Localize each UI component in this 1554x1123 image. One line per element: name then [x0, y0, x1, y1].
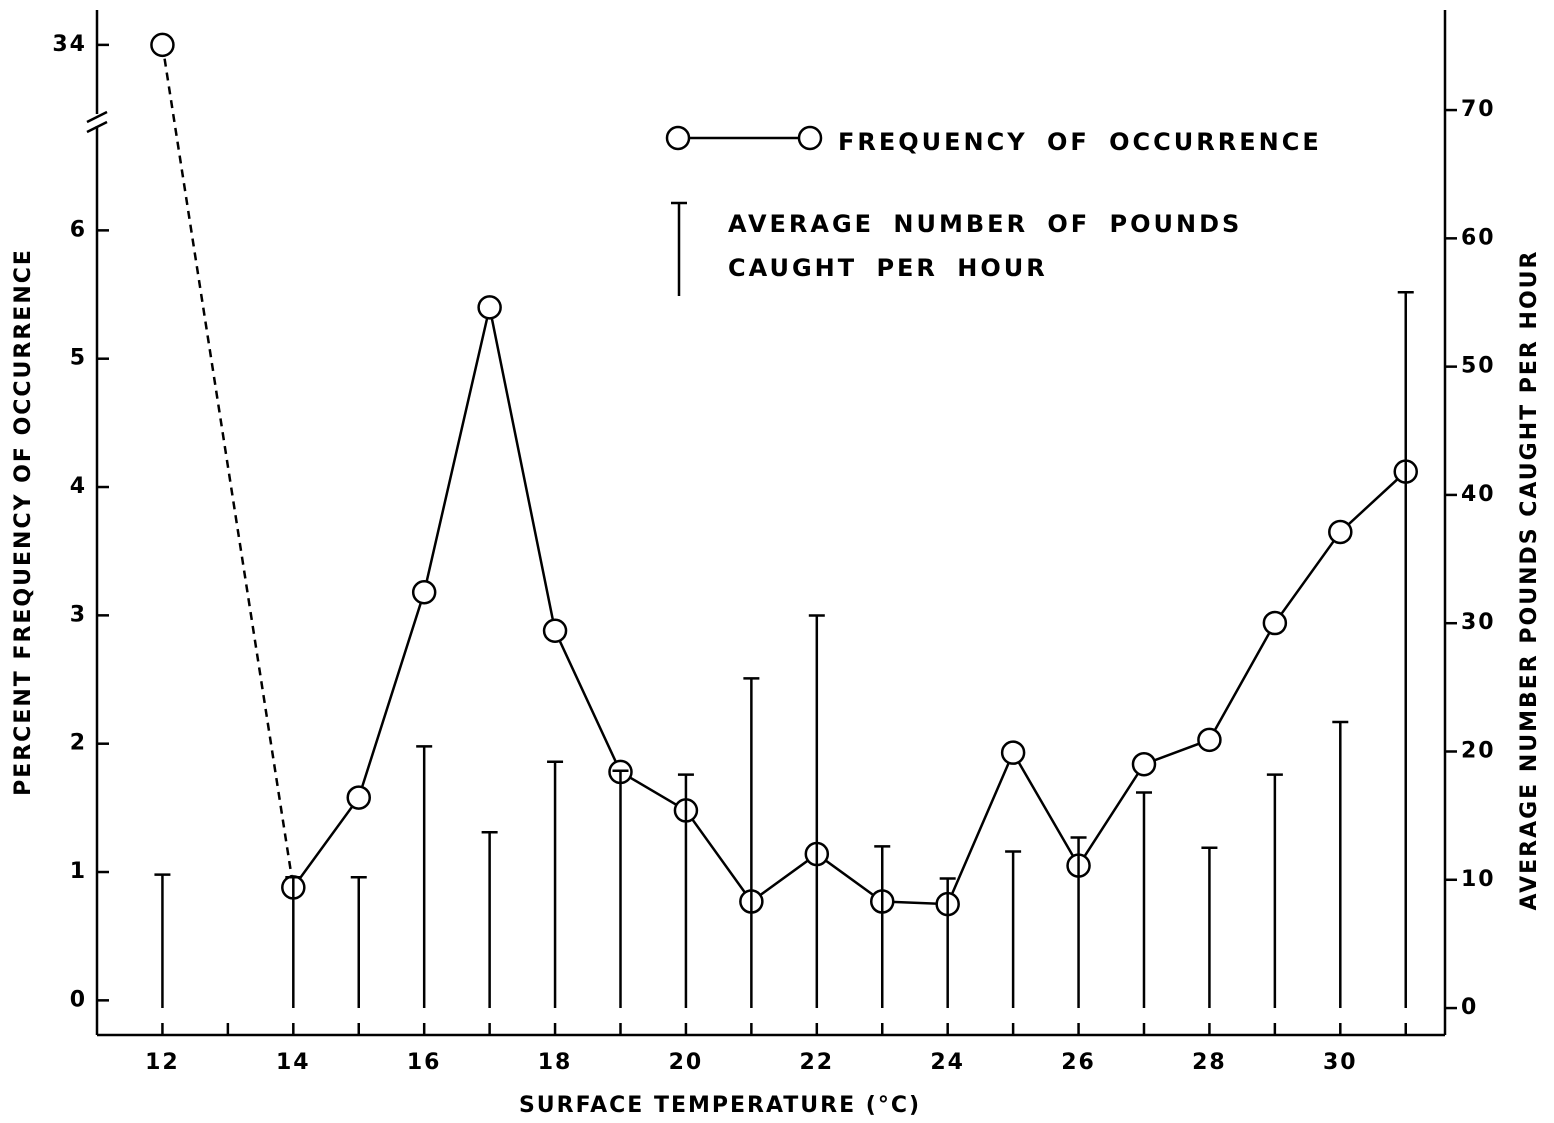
bar	[1332, 720, 1349, 1009]
x-tick-label: 30	[1323, 1050, 1358, 1075]
x-tick-label: 28	[1192, 1050, 1227, 1075]
axis-break	[86, 120, 108, 134]
y2-tick-label: 0	[1461, 995, 1478, 1020]
point	[1000, 740, 1026, 765]
legend-point	[665, 125, 691, 151]
line-dashed	[161, 44, 295, 888]
bar	[350, 875, 367, 1009]
bar	[416, 745, 433, 1009]
bar	[1135, 791, 1152, 1009]
point	[346, 785, 371, 810]
point	[1197, 727, 1222, 753]
y-axis-label: PERCENT FREQUENCY OF OCCURRENCE	[11, 248, 36, 796]
bar	[939, 877, 956, 1009]
x-tick-label: 16	[407, 1050, 442, 1075]
axis-break	[86, 110, 108, 124]
y-tick-label: 34	[52, 32, 87, 57]
bar	[1266, 773, 1283, 1009]
bar	[1397, 290, 1414, 1009]
bar	[547, 760, 564, 1009]
point	[1328, 519, 1353, 545]
y-tick-label: 5	[70, 346, 87, 371]
bar	[481, 831, 498, 1009]
bar	[874, 845, 891, 1009]
y-tick-label: 4	[70, 474, 87, 499]
bar	[1005, 850, 1022, 1009]
y2-tick-label: 70	[1461, 97, 1496, 122]
x-tick-label: 20	[669, 1050, 704, 1075]
y2-tick-label: 30	[1461, 610, 1496, 635]
y2-axis-label: AVERAGE NUMBER POUNDS CAUGHT PER HOUR	[1517, 250, 1542, 911]
x-tick-label: 14	[276, 1050, 311, 1075]
bar	[743, 677, 760, 1009]
bar	[1070, 836, 1087, 1009]
x-tick-label: 26	[1061, 1050, 1096, 1075]
legend-bar	[671, 201, 687, 296]
y2-tick-label: 60	[1461, 225, 1496, 250]
line	[292, 307, 1407, 906]
point	[411, 580, 437, 605]
x-axis-label: SURFACE TEMPERATURE (°C)	[519, 1093, 921, 1118]
x-tick-label: 24	[930, 1050, 965, 1075]
legend-point	[797, 125, 823, 151]
bar	[1201, 846, 1218, 1009]
y2-tick-label: 50	[1461, 354, 1496, 379]
point	[477, 295, 502, 320]
y-tick-label: 1	[70, 859, 87, 884]
bar	[677, 773, 694, 1009]
y2-tick-label: 40	[1461, 482, 1496, 507]
x-tick-label: 18	[538, 1050, 573, 1075]
point	[1131, 751, 1157, 777]
point	[150, 32, 175, 58]
y2-tick-label: 10	[1461, 867, 1496, 892]
y-tick-label: 3	[70, 602, 87, 627]
x-tick-label: 22	[799, 1050, 834, 1075]
y-tick-label: 6	[70, 217, 87, 242]
legend-line-label: FREQUENCY OF OCCURRENCE	[838, 128, 1322, 156]
bar	[612, 769, 629, 1009]
legend-bar-label: AVERAGE NUMBER OF POUNDS CAUGHT PER HOUR	[728, 210, 1243, 282]
y-tick-label: 0	[70, 987, 87, 1012]
x-tick-label: 12	[145, 1050, 180, 1075]
point	[542, 618, 568, 644]
bar	[285, 875, 302, 1009]
y-tick-label: 2	[70, 731, 87, 756]
point	[1262, 610, 1288, 636]
y2-tick-label: 20	[1461, 738, 1496, 763]
bar	[154, 873, 171, 1009]
bar	[808, 614, 825, 1009]
